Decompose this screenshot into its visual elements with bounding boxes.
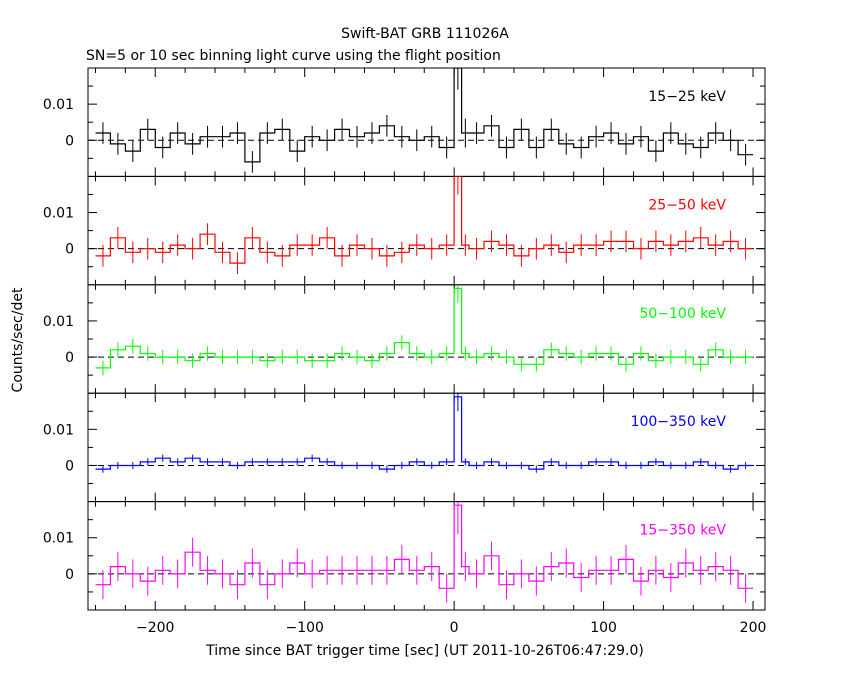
series-step-line <box>95 176 753 264</box>
x-tick-label: 200 <box>740 620 767 636</box>
panel-frame <box>87 67 766 177</box>
band-label: 100−350 keV <box>631 414 727 430</box>
series-step-line <box>95 287 753 369</box>
series-3 <box>95 393 753 473</box>
band-label: 50−100 keV <box>639 306 726 322</box>
panel-0: 0 0.01 15−25 keV <box>43 67 766 177</box>
panel-3: 0 0.01 100−350 keV <box>43 392 766 503</box>
band-label: 25−50 keV <box>648 197 726 213</box>
y-tick-label: 0.01 <box>43 422 74 438</box>
panel-4: 0 0.01 15−350 keV <box>43 501 766 611</box>
chart-title: Swift-BAT GRB 111026A <box>341 26 509 42</box>
panel-2: 0 0.01 50−100 keV <box>43 284 766 394</box>
y-axis-label: Counts/sec/det <box>10 287 26 392</box>
band-label: 15−25 keV <box>648 89 726 105</box>
y-tick-label: 0 <box>65 242 74 258</box>
panel-frame <box>87 284 766 394</box>
panel-1: 0 0.01 25−50 keV <box>43 175 766 286</box>
series-step-line <box>95 504 753 589</box>
y-tick-label: 0 <box>65 350 74 366</box>
band-label: 15−350 keV <box>639 523 726 539</box>
y-tick-label: 0 <box>65 458 74 474</box>
y-tick-label: 0 <box>65 133 74 149</box>
x-tick-label: 100 <box>590 620 617 636</box>
y-tick-label: 0.01 <box>43 531 74 547</box>
x-tick-label: −100 <box>285 620 323 636</box>
panel-frame <box>87 175 766 286</box>
series-step-line <box>95 396 753 470</box>
y-tick-label: 0.01 <box>43 97 74 113</box>
panel-frame <box>87 501 766 611</box>
x-tick-label: 0 <box>450 620 459 636</box>
series-2 <box>95 284 753 376</box>
x-axis-label: Time since BAT trigger time [sec] (UT 20… <box>205 643 644 659</box>
series-1 <box>95 176 753 274</box>
panel-frame <box>87 392 766 503</box>
series-0 <box>95 68 753 173</box>
y-tick-label: 0.01 <box>43 314 74 330</box>
chart-subtitle: SN=5 or 10 sec binning light curve using… <box>86 48 501 64</box>
x-tick-label: −200 <box>136 620 174 636</box>
y-tick-label: 0.01 <box>43 206 74 222</box>
series-4 <box>95 501 753 603</box>
y-tick-label: 0 <box>65 567 74 583</box>
series-step-line <box>95 68 753 163</box>
